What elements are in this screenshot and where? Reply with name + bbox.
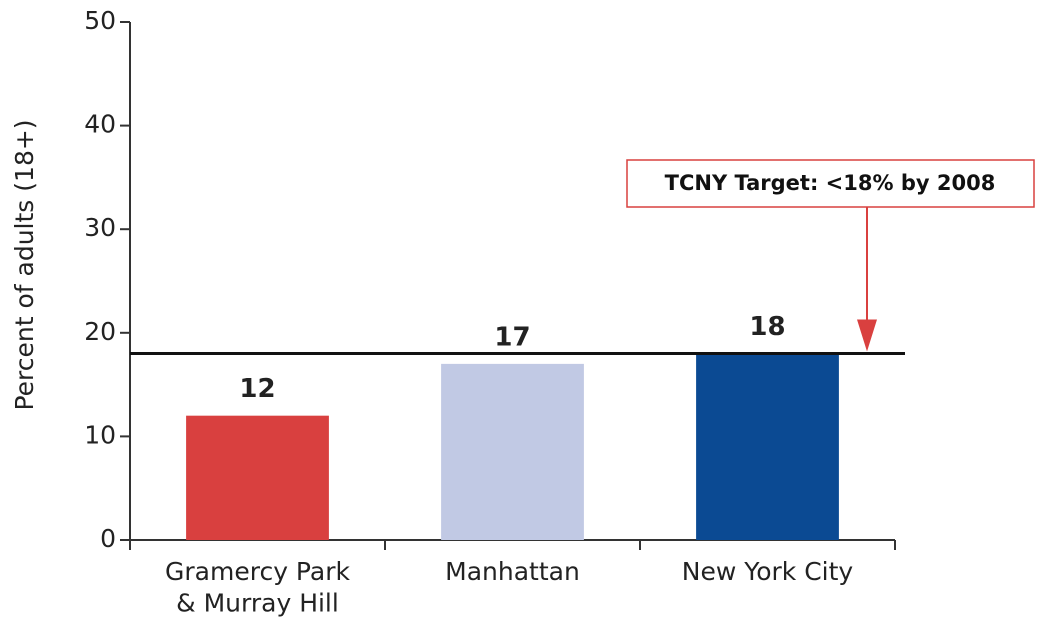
annotation-box bbox=[626, 159, 1035, 208]
x-tick-label: New York City bbox=[682, 557, 854, 586]
value-label: 18 bbox=[749, 312, 785, 342]
y-tick-label: 50 bbox=[84, 6, 116, 35]
bar bbox=[186, 415, 329, 540]
y-tick-label: 40 bbox=[84, 110, 116, 139]
value-label: 17 bbox=[494, 322, 530, 352]
x-tick-label: Manhattan bbox=[445, 557, 580, 586]
y-tick-label: 0 bbox=[100, 524, 116, 553]
y-axis-label: Percent of adults (18+) bbox=[10, 119, 39, 410]
y-tick-label: 30 bbox=[84, 213, 116, 242]
y-tick-label: 20 bbox=[84, 317, 116, 346]
arrow-head bbox=[857, 319, 877, 352]
bar bbox=[696, 353, 839, 540]
bar bbox=[441, 363, 584, 540]
y-tick-label: 10 bbox=[84, 420, 116, 449]
x-tick-label: Gramercy Park & Murray Hill bbox=[165, 557, 350, 617]
value-label: 12 bbox=[239, 374, 275, 404]
annotation: TCNY Target: <18% by 2008 bbox=[665, 171, 996, 195]
